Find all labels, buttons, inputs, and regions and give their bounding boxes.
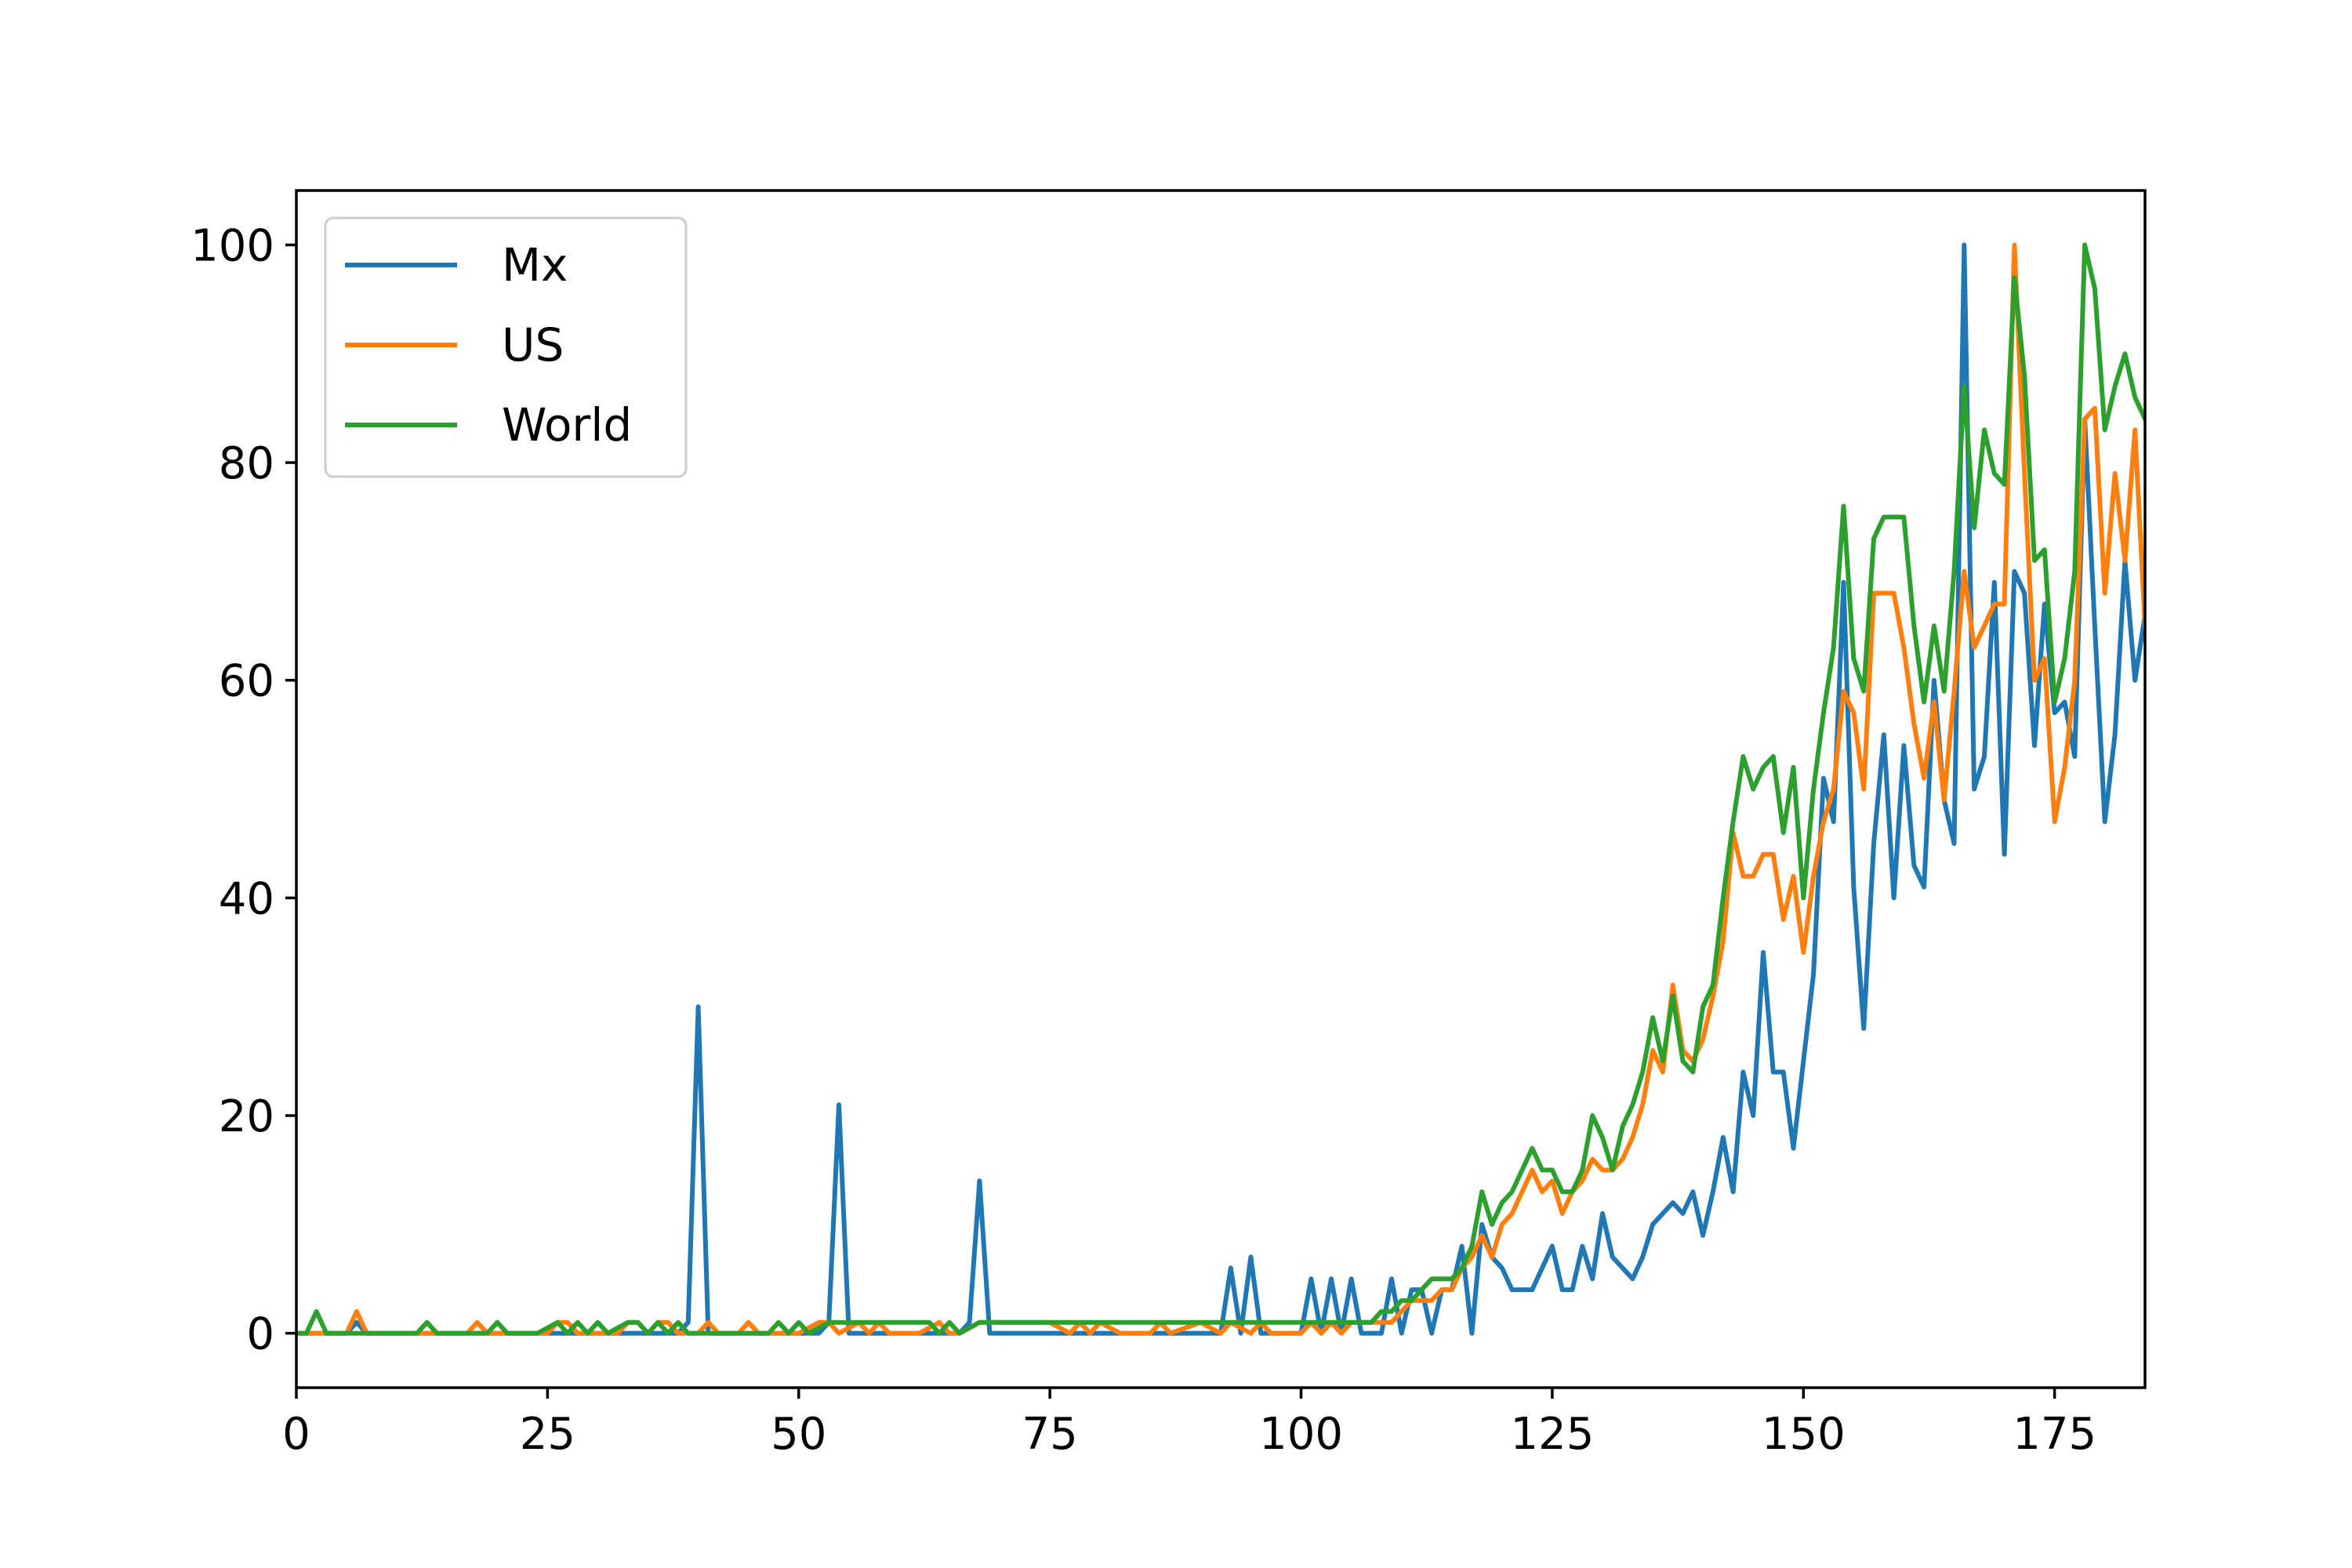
legend: Mx US World: [324, 216, 688, 478]
y-tick-label: 40: [219, 873, 274, 924]
plot-frame: [295, 189, 2147, 1389]
x-tick-label: 0: [282, 1409, 310, 1460]
series-layer: [296, 242, 2145, 1336]
y-tick-label: 60: [219, 656, 274, 707]
series-line-mx: [296, 242, 2145, 1336]
y-axis: 0 20 40 60 80 100: [191, 220, 296, 1360]
series-line-world: [296, 242, 2145, 1336]
y-tick-label: 20: [219, 1091, 274, 1142]
x-tick-label: 75: [1022, 1409, 1078, 1460]
legend-box: [324, 216, 688, 478]
x-tick-label: 25: [520, 1409, 575, 1460]
legend-label-mx: Mx: [502, 238, 568, 292]
y-tick-label: 0: [246, 1309, 274, 1360]
y-tick-label: 100: [191, 220, 274, 271]
x-tick-label: 175: [2013, 1409, 2096, 1460]
x-tick-label: 150: [1762, 1409, 1846, 1460]
legend-label-us: US: [502, 318, 564, 372]
y-tick-label: 80: [219, 438, 274, 489]
x-axis: 0 25 50 75 100 125 150 175: [282, 1388, 2096, 1460]
x-tick-label: 125: [1510, 1409, 1594, 1460]
x-tick-label: 50: [771, 1409, 826, 1460]
x-tick-label: 100: [1259, 1409, 1343, 1460]
legend-label-world: World: [502, 398, 632, 452]
